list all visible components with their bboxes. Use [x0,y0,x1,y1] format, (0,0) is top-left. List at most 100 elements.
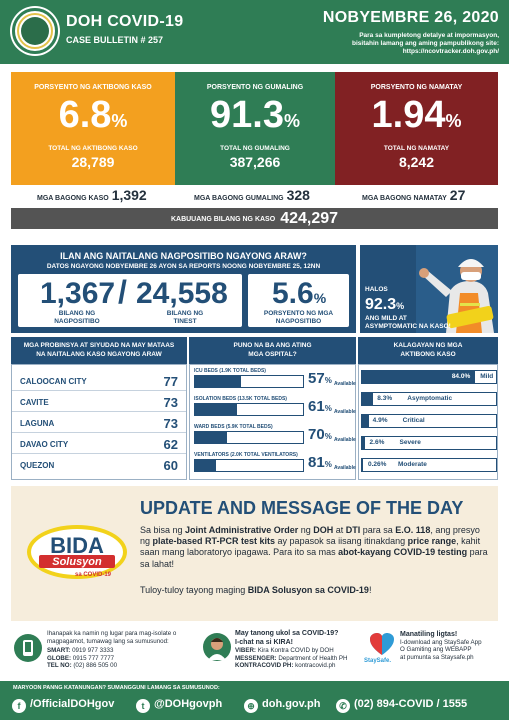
positive-label-2: NAGPOSITIBO [54,318,100,325]
hospital-pct: 57% [308,370,332,387]
doh-seal-logo [12,8,58,54]
kontracovid-link[interactable]: kontracovid.ph [295,662,336,670]
staysafe-logo-text: StaySafe. [364,658,392,664]
hospital-available: Available [334,465,356,471]
facebook-link[interactable]: f/OfficialDOHgov [12,698,114,713]
status-title-1: KALAGAYAN NG MGA [393,342,463,349]
hospitals-title-1: PUNO NA BA ANG ATING [233,342,312,349]
province-row: QUEZON 60 [12,455,186,475]
status-label: Moderate [398,461,427,468]
asym-pct-sign: % [396,301,405,311]
update-title: UPDATE AND MESSAGE OF THE DAY [140,498,464,518]
smart-hotline[interactable]: 0919 977 3333 [72,647,114,655]
hospital-pct-value: 70 [308,426,325,443]
provinces-list: CALOOCAN CITY 77 CAVITE 73 LAGUNA 73 DAVAO … [11,364,187,480]
active-pct-sign: % [111,111,128,131]
hospital-label: WARD BEDS (5.9K TOTAL BEDS) [194,424,273,430]
province-name: CAVITE [20,398,49,407]
positivity-rate-sign: % [313,290,327,306]
hotline-link[interactable]: ✆ (02) 894-COVID / 1555 [336,698,467,713]
new-cases: MGA BAGONG KASO 1,392 [37,187,147,207]
positives-subtitle: DATOS NGAYONG NOBYEMBRE 26 AYON SA REPOR… [46,263,321,270]
new-recovered-value: 328 [286,187,310,203]
province-count: 77 [163,374,178,389]
status-row-moderate: 0.26% Moderate [361,458,497,472]
status-list: 84.0% Mild 8.3% Asymptomatic 4.9% Critical 2.6… [358,364,498,480]
phone-support-icon [14,634,42,662]
hospital-pct: 81% [308,454,332,471]
positive-label-1: BILANG NG [58,310,96,317]
hospital-available: Available [334,381,356,387]
health-worker-illustration [416,245,498,333]
kira-contact: May tanong ukol sa COVID-19? I-chat na s… [235,630,365,670]
hospitals-header: PUNO NA BA ANG ATING MGA OSPITAL? [189,337,356,364]
messenger-link[interactable]: Department of Health PH [278,654,348,662]
province-count: 73 [163,416,178,431]
positive-count: 1,367 [40,277,116,310]
asymptomatic-panel: HALOS 92.3% ANG MILD AT ASYMPTOMATIC NA … [360,245,498,333]
province-row: CALOOCAN CITY 77 [12,371,186,391]
hospital-bar [194,459,304,472]
new-cases-value: 1,392 [111,187,147,203]
deaths-total-label: TOTAL NG NAMATAY [383,145,450,152]
deaths-card: PORSYENTO NG NAMATAY 1.94% TOTAL NG NAMA… [335,72,498,185]
staysafe-logo-icon [370,633,394,655]
total-cases-bar: KABUUANG BILANG NG KASO 424,297 [11,208,498,229]
header-url[interactable]: https://ncovtracker.doh.gov.ph/ [402,48,499,55]
website-link[interactable]: ⊕ doh.gov.ph [244,698,320,713]
hospital-bar-fill [195,432,228,443]
provinces-title-1: MGA PROBINSYA AT SIYUDAD NA MAY MATAAS [23,342,175,349]
bulletin-date: NOBYEMBRE 26, 2020 [322,9,499,26]
hospital-bar [194,403,304,416]
bida-logo-solusyon: Solusyon [52,556,102,568]
positivity-rate: 5.6 [272,277,314,310]
hospital-row-icu: ICU BEDS (1.9K TOTAL BEDS) 57% Available [194,368,360,392]
province-name: QUEZON [20,461,55,470]
province-row: LAGUNA 73 [12,413,186,433]
staysafe-link[interactable]: at pumunta sa Staysafe.ph [400,653,474,661]
bida-solusyon-logo: BIDA Solusyon sa COVID-19 [27,525,127,579]
update-body: Sa bisa ng Joint Administrative Order ng… [140,525,488,569]
twitter-link[interactable]: t @DOHgovph [136,698,222,713]
asym-halos: HALOS [365,286,388,293]
positives-title: ILAN ANG NAITALANG NAGPOSITIBO NGAYONG A… [60,251,307,261]
status-bar-fill [362,393,374,405]
globe-icon: ⊕ [244,699,258,713]
status-row-critical: 4.9% Critical [361,414,497,428]
hospital-bar-fill [195,460,216,471]
province-name: CALOOCAN CITY [20,377,87,386]
footer-bar: MARYOON PANNG KATANUNGAN? SUMANGGUNI LAM… [0,681,509,720]
status-value: 8.3% [377,395,393,402]
province-name: LAGUNA [20,419,55,428]
globe-hotline[interactable]: 0915 777 7777 [72,654,115,662]
header-bar: DOH COVID-19 CASE BULLETIN # 257 NOBYEMB… [0,0,509,64]
hospital-row-ward: WARD BEDS (5.9K TOTAL BEDS) 70% Availabl… [194,424,360,448]
status-header: KALAGAYAN NG MGA AKTIBONG KASO [358,337,498,364]
new-deaths-value: 27 [449,187,466,203]
tested-label-2: TINEST [173,318,197,325]
asym-pct: 92.3% [365,296,404,314]
status-row-asymptomatic: 8.3% Asymptomatic [361,392,497,406]
status-value: 0.26% [368,461,387,468]
facebook-icon: f [12,699,26,713]
positivity-rate-box: 5.6% PORSYENTO NG MGA NAGPOSITIBO [248,274,349,327]
hospital-pct: 70% [308,426,332,443]
status-row-mild: 84.0% Mild [361,370,497,384]
status-label: Severe [399,439,421,446]
hospital-bar-fill [195,404,238,415]
positive-vs-tested-box: 1,367 / 24,558 BILANG NG NAGPOSITIBO BIL… [18,274,242,327]
province-row: DAVAO CITY 62 [12,434,186,454]
asym-text-1: ANG MILD AT [365,315,407,322]
viber-link[interactable]: Kira Kontra COVID by DOH [257,647,334,654]
hospital-label: ISOLATION BEDS (13.5K TOTAL BEDS) [194,396,287,402]
province-name: DAVAO CITY [20,440,69,449]
active-total: 28,789 [71,154,115,170]
recovered-total: 387,266 [229,154,281,170]
status-bar-fill [362,437,366,449]
total-cases-label: KABUUANG BILANG NG KASO [170,216,276,223]
recovered-total-label: TOTAL NG GUMALING [220,145,290,152]
hospital-available: Available [334,409,356,415]
provinces-header: MGA PROBINSYA AT SIYUDAD NA MAY MATAAS N… [11,337,187,364]
tel-hotline[interactable]: (02) 886 505 00 [73,662,118,670]
footer-question: MARYOON PANNG KATANUNGAN? SUMANGGUNI LAM… [13,685,220,691]
